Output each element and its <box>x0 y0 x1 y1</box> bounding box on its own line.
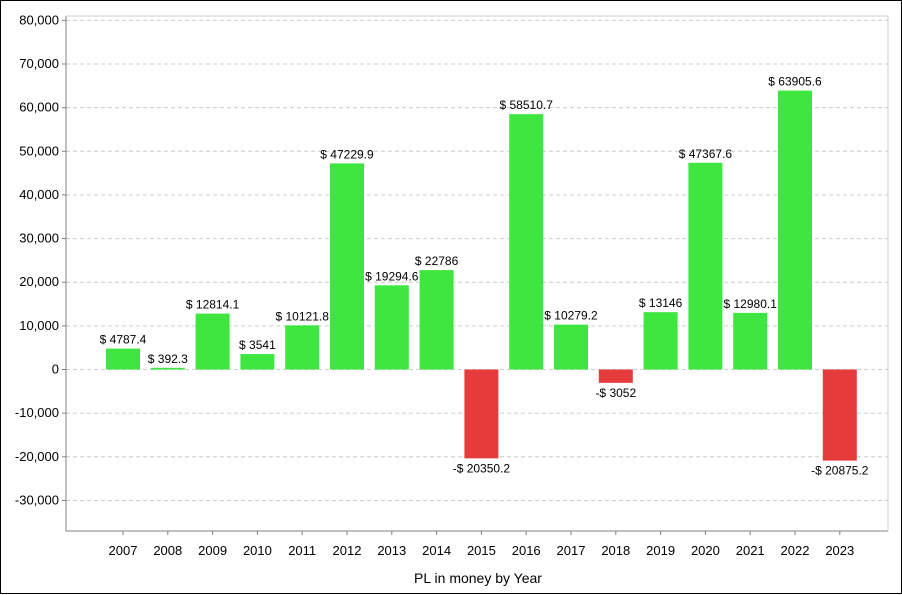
y-tick-label: 80,000 <box>19 12 59 27</box>
data-label-2015: -$ 20350.2 <box>453 461 511 475</box>
x-tick-label-2016: 2016 <box>512 543 541 558</box>
x-tick-label-2013: 2013 <box>377 543 406 558</box>
data-label-2012: $ 47229.9 <box>320 147 374 161</box>
bar-2023 <box>822 369 857 461</box>
data-label-2009: $ 12814.1 <box>186 298 240 312</box>
x-tick-label-2019: 2019 <box>646 543 675 558</box>
data-label-2013: $ 19294.6 <box>365 269 419 283</box>
data-label-2016: $ 58510.7 <box>500 98 554 112</box>
data-label-2018: -$ 3052 <box>595 386 636 400</box>
bar-2022 <box>778 90 812 370</box>
data-label-2007: $ 4787.4 <box>100 333 147 347</box>
y-tick-label: -20,000 <box>15 449 59 464</box>
bar-2018 <box>598 369 633 383</box>
x-tick-label-2009: 2009 <box>198 543 227 558</box>
bar-2015 <box>464 369 499 459</box>
y-tick-label: 40,000 <box>19 187 59 202</box>
bar-2017 <box>554 324 588 370</box>
bar-2008 <box>150 367 185 370</box>
bar-2019 <box>643 312 678 370</box>
y-tick-label: 20,000 <box>19 274 59 289</box>
bar-2020 <box>688 162 723 370</box>
x-tick-label-2014: 2014 <box>422 543 451 558</box>
y-tick-label: -10,000 <box>15 405 59 420</box>
bars <box>106 90 857 461</box>
bar-2013 <box>374 285 409 370</box>
bar-2012 <box>330 163 364 370</box>
data-label-2010: $ 3541 <box>239 338 276 352</box>
bar-2011 <box>285 325 320 370</box>
x-tick-label-2007: 2007 <box>109 543 138 558</box>
x-tick-label-2017: 2017 <box>557 543 586 558</box>
tick-labels: 80,000 70,000 60,000 50,000 40,000 30,000 20,0… <box>15 12 854 558</box>
data-label-2011: $ 10121.8 <box>276 309 330 323</box>
data-label-2017: $ 10279.2 <box>544 309 598 323</box>
y-tick-label: 10,000 <box>19 318 59 333</box>
bar-2014 <box>419 270 454 370</box>
axes <box>62 15 889 535</box>
bar-2021 <box>733 312 768 370</box>
data-label-2020: $ 47367.6 <box>679 147 733 161</box>
x-tick-label-2022: 2022 <box>781 543 810 558</box>
y-tick-label: 70,000 <box>19 56 59 71</box>
x-tick-label-2011: 2011 <box>288 543 316 558</box>
x-tick-label-2018: 2018 <box>601 543 630 558</box>
data-label-2021: $ 12980.1 <box>724 297 778 311</box>
bar-2010 <box>240 354 275 370</box>
y-tick-label: 50,000 <box>19 143 59 158</box>
data-label-2023: -$ 20875.2 <box>811 464 869 478</box>
x-tick-label-2021: 2021 <box>736 543 765 558</box>
bar-2016 <box>509 114 544 370</box>
bar-2007 <box>106 348 140 370</box>
bar-2009 <box>195 313 230 370</box>
y-tick-label: 60,000 <box>19 100 59 115</box>
data-label-2008: $ 392.3 <box>148 352 188 366</box>
y-tick-label: -30,000 <box>15 492 59 507</box>
x-tick-label-2020: 2020 <box>691 543 720 558</box>
data-label-2019: $ 13146 <box>639 296 683 310</box>
x-tick-label-2010: 2010 <box>243 543 272 558</box>
data-labels: $ 4787.4$ 392.3 $ 12814.1 $ 3541 $ 10121.8 $… <box>100 75 869 478</box>
x-axis-title: PL in money by Year <box>414 570 542 586</box>
x-tick-label-2008: 2008 <box>153 543 182 558</box>
data-label-2022: $ 63905.6 <box>768 75 822 89</box>
y-tick-label: 30,000 <box>19 231 59 246</box>
data-label-2014: $ 22786 <box>415 254 459 268</box>
y-tick-label: 0 <box>52 362 59 377</box>
x-tick-label-2012: 2012 <box>333 543 362 558</box>
x-tick-label-2015: 2015 <box>467 543 496 558</box>
x-tick-label-2023: 2023 <box>825 543 854 558</box>
